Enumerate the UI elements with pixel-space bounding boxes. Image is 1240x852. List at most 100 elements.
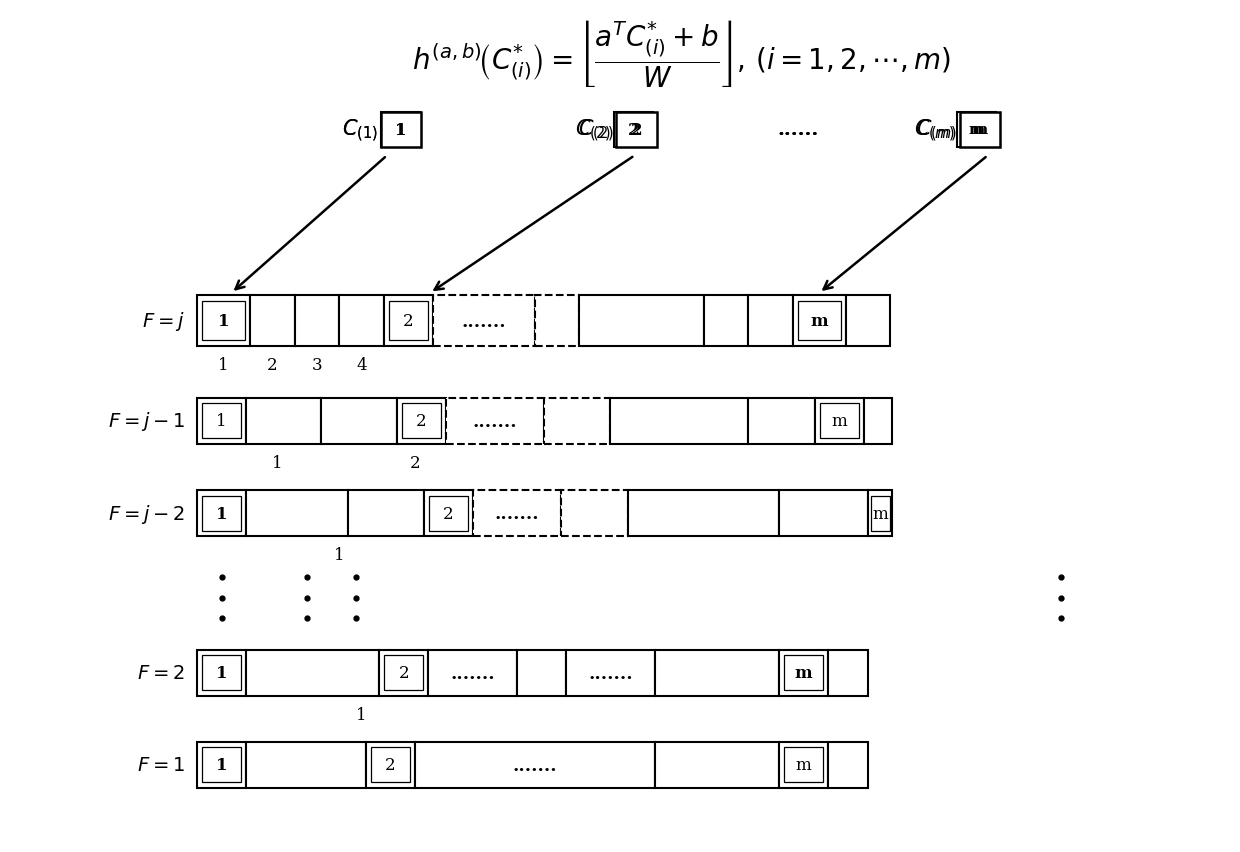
Text: .......: ....... bbox=[495, 504, 539, 522]
Bar bbox=[340, 296, 383, 347]
Text: $C_{(2)}$: $C_{(2)}$ bbox=[578, 117, 614, 143]
Text: $C_{(1)}$: $C_{(1)}$ bbox=[342, 117, 378, 143]
Bar bbox=[202, 655, 241, 690]
Bar bbox=[792, 296, 846, 347]
Text: $h^{(a,b)}\!\left(C^{*}_{(i)}\right)=\left\lfloor\dfrac{a^{T}C^{*}_{(i)}+b}{W}\r: $h^{(a,b)}\!\left(C^{*}_{(i)}\right)=\le… bbox=[412, 18, 951, 89]
Bar bbox=[820, 404, 859, 439]
Text: 3: 3 bbox=[311, 356, 322, 373]
Bar bbox=[428, 650, 517, 696]
Text: m: m bbox=[872, 505, 888, 522]
Bar bbox=[371, 747, 410, 782]
Bar bbox=[202, 404, 241, 439]
Bar bbox=[197, 650, 246, 696]
Text: 1: 1 bbox=[216, 505, 227, 522]
Text: m: m bbox=[796, 757, 811, 774]
Bar bbox=[614, 112, 653, 147]
Bar bbox=[779, 491, 868, 537]
Text: 2: 2 bbox=[398, 665, 409, 682]
Bar bbox=[379, 650, 428, 696]
Bar bbox=[784, 655, 823, 690]
Bar bbox=[748, 399, 815, 445]
Text: 1: 1 bbox=[396, 122, 407, 139]
Text: $F=1$: $F=1$ bbox=[136, 756, 185, 774]
Bar bbox=[610, 399, 748, 445]
Bar bbox=[424, 491, 472, 537]
Bar bbox=[828, 650, 868, 696]
Bar bbox=[381, 112, 422, 147]
Bar bbox=[703, 296, 748, 347]
Text: 2: 2 bbox=[443, 505, 454, 522]
Text: 1: 1 bbox=[356, 706, 367, 722]
Bar bbox=[797, 302, 841, 340]
Text: 2: 2 bbox=[403, 313, 413, 330]
Bar bbox=[446, 399, 543, 445]
Bar bbox=[957, 112, 997, 147]
Bar bbox=[197, 491, 246, 537]
Bar bbox=[250, 296, 295, 347]
Text: .......: ....... bbox=[472, 412, 517, 430]
Text: 1: 1 bbox=[218, 313, 229, 330]
Bar bbox=[815, 399, 864, 445]
Bar bbox=[197, 399, 246, 445]
Text: 2: 2 bbox=[386, 757, 396, 774]
Bar bbox=[960, 112, 1001, 147]
Text: 1: 1 bbox=[216, 413, 227, 430]
Bar bbox=[472, 491, 562, 537]
Bar bbox=[397, 399, 446, 445]
Text: $C_{(m)}$: $C_{(m)}$ bbox=[914, 117, 955, 143]
Text: m: m bbox=[795, 665, 812, 682]
Bar bbox=[748, 296, 792, 347]
Bar bbox=[433, 296, 534, 347]
Bar bbox=[321, 399, 397, 445]
Text: .......: ....... bbox=[461, 312, 506, 331]
Text: $F=j$: $F=j$ bbox=[143, 310, 185, 333]
Bar bbox=[402, 404, 441, 439]
Text: m: m bbox=[831, 413, 847, 430]
Text: ......: ...... bbox=[777, 121, 818, 139]
Bar bbox=[202, 496, 241, 531]
Bar bbox=[655, 742, 779, 788]
Text: 4: 4 bbox=[356, 356, 367, 373]
Bar bbox=[429, 496, 467, 531]
Bar bbox=[197, 742, 246, 788]
Bar bbox=[655, 650, 779, 696]
Text: 1: 1 bbox=[394, 122, 407, 139]
Bar bbox=[384, 655, 423, 690]
Text: 1: 1 bbox=[334, 547, 345, 564]
Bar bbox=[202, 302, 246, 340]
Text: m: m bbox=[972, 124, 988, 137]
Bar bbox=[779, 742, 828, 788]
Bar bbox=[246, 399, 321, 445]
Text: 1: 1 bbox=[216, 757, 227, 774]
Bar bbox=[246, 650, 379, 696]
Bar bbox=[246, 742, 366, 788]
Bar bbox=[348, 491, 424, 537]
Text: .......: ....... bbox=[588, 664, 632, 682]
Text: 1: 1 bbox=[216, 665, 227, 682]
Text: .......: ....... bbox=[450, 664, 495, 682]
Text: m: m bbox=[968, 124, 985, 137]
Bar bbox=[864, 399, 892, 445]
Bar bbox=[870, 496, 890, 531]
Bar bbox=[579, 296, 703, 347]
Text: 2: 2 bbox=[268, 356, 278, 373]
Text: $F=2$: $F=2$ bbox=[138, 664, 185, 682]
Text: .......: ....... bbox=[512, 756, 557, 774]
Bar bbox=[868, 491, 892, 537]
Text: $C_{(2)}$: $C_{(2)}$ bbox=[575, 117, 611, 143]
Text: 1: 1 bbox=[218, 356, 229, 373]
Bar bbox=[562, 491, 629, 537]
Bar bbox=[388, 302, 428, 340]
Bar bbox=[414, 742, 655, 788]
Bar bbox=[616, 112, 657, 147]
Bar bbox=[779, 650, 828, 696]
Text: 2: 2 bbox=[627, 122, 640, 139]
Bar bbox=[846, 296, 890, 347]
Bar bbox=[381, 112, 420, 147]
Text: 2: 2 bbox=[631, 122, 642, 139]
Text: ......: ...... bbox=[777, 121, 818, 139]
Bar bbox=[543, 399, 610, 445]
Bar bbox=[534, 296, 579, 347]
Bar bbox=[784, 747, 823, 782]
Bar bbox=[366, 742, 414, 788]
